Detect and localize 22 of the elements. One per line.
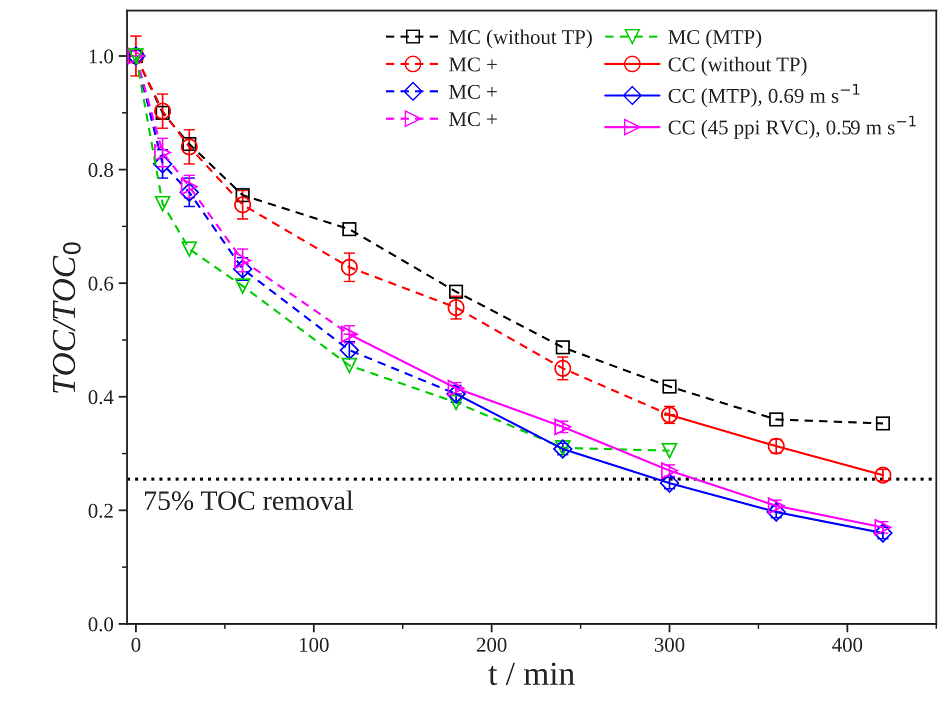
x-tick-label: 0 [132, 638, 140, 652]
x-tick-label: 300 [654, 638, 684, 652]
legend-label: CC (45 ppi RVC), 0.59 m s$^{−1}$ [668, 116, 916, 139]
y-tick-label: 0.6 [88, 276, 114, 291]
legend-label: MC + [449, 112, 497, 126]
legend-label: CC (without TP) [668, 56, 807, 76]
ref-line-label: 75% TOC removal [145, 490, 354, 510]
x-tick-label: 100 [300, 638, 329, 652]
x-axis-title: t / min [488, 662, 575, 686]
y-tick-label: 0.0 [88, 617, 114, 632]
legend-label: CC (MTP), 0.69 m s$^{−1}$ [668, 84, 860, 108]
y-tick-label: 0.8 [88, 162, 114, 178]
y-axis-title: TOC/TOC$_{0}$ [52, 242, 81, 393]
y-tick-label: 1.0 [90, 49, 114, 64]
legend-label: MC (without TP) [449, 29, 592, 48]
x-tick-label: 400 [832, 638, 862, 652]
y-tick-label: 0.4 [88, 390, 114, 404]
y-tick-label: 0.2 [88, 504, 113, 518]
legend-label: MC (MTP) [668, 29, 762, 48]
legend-label: MC + [449, 84, 497, 99]
x-tick-label: 200 [476, 638, 506, 652]
legend-label: MC + [449, 57, 497, 72]
